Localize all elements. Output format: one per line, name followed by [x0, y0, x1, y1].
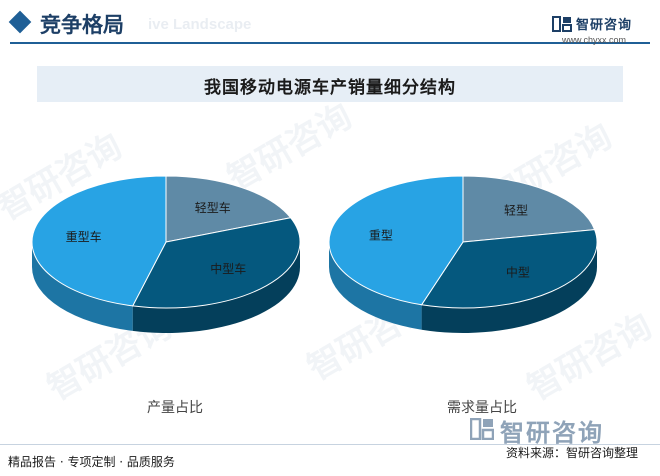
- section-subtitle-ghost: ive Landscape: [148, 16, 252, 33]
- footer-slogan: 精品报告 · 专项定制 · 品质服务: [8, 455, 175, 469]
- chart-title: 我国移动电源车产销量细分结构: [204, 78, 456, 98]
- pie-slice-轻型车: [165, 175, 292, 243]
- section-title: 竞争格局: [40, 13, 124, 37]
- pie-label-中型: 中型: [506, 265, 530, 280]
- footer-logo-icon: [470, 418, 494, 440]
- pie-slice-轻型: [462, 175, 596, 243]
- pie-caption-demand: 需求量占比: [447, 400, 517, 416]
- pie-label-轻型: 轻型: [504, 203, 528, 217]
- website-url: www.chyxx.com: [562, 35, 627, 45]
- chart-title-band: 我国移动电源车产销量细分结构: [37, 66, 623, 102]
- pie-slice-中型: [420, 229, 598, 309]
- pie-slice-中型车: [131, 217, 301, 309]
- brand-name: 智研咨询: [576, 18, 633, 33]
- pie-side-中型: [421, 242, 597, 333]
- footer-source: 资料来源：智研咨询整理: [506, 446, 639, 460]
- pie-caption-production: 产量占比: [147, 400, 203, 416]
- pie-side-重型: [329, 242, 422, 330]
- pie-label-轻型车: 轻型车: [195, 200, 231, 215]
- section-header: 竞争格局 ive Landscape 智研咨询 www.chyxx.com: [0, 0, 660, 52]
- pie-label-中型车: 中型车: [210, 261, 246, 276]
- pie-side-重型车: [32, 242, 133, 331]
- brand-logo-icon: [552, 16, 572, 32]
- pie-slice-重型车: [31, 175, 167, 307]
- pie-label-重型: 重型: [369, 229, 393, 243]
- pie-side-中型车: [132, 242, 300, 333]
- header-divider: [10, 42, 650, 44]
- footer-divider: [0, 444, 660, 445]
- footer-brand: 智研咨询: [500, 419, 604, 447]
- pie-label-重型车: 重型车: [66, 229, 102, 244]
- pie-slice-重型: [328, 175, 464, 306]
